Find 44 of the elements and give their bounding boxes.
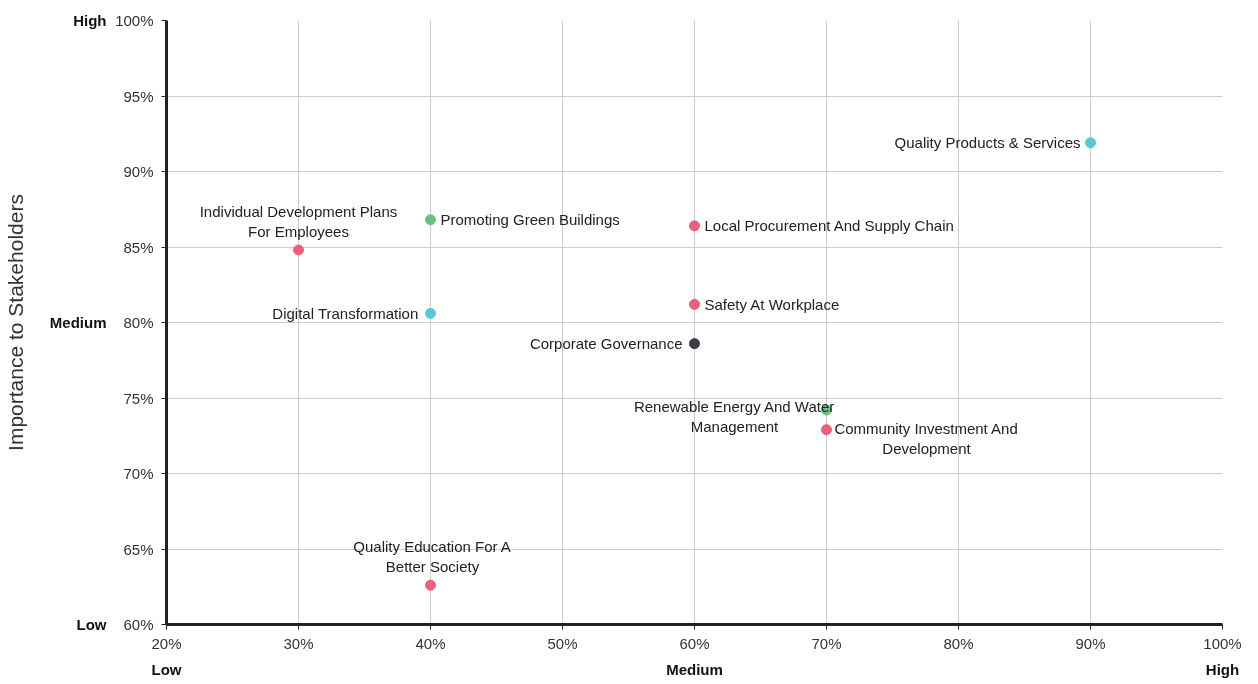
point (425, 579, 436, 591)
point (689, 220, 700, 232)
x-tick-label: 70% (811, 634, 842, 652)
point (689, 338, 700, 350)
text: Low (151, 660, 182, 678)
y-tick-label: 60% (123, 616, 154, 633)
annotation: Safety At Workplace (704, 295, 840, 313)
x-tick-label: 40% (415, 634, 446, 652)
x-tick-label: 100% (1203, 634, 1242, 652)
point (425, 307, 436, 319)
point (425, 214, 436, 226)
point (293, 244, 304, 256)
y-tick-label: 90% (123, 163, 154, 180)
annotation: Community Investment And Development (834, 419, 1018, 458)
annotation: Quality Education For A Better Society (353, 537, 511, 576)
y-tick-label: 75% (123, 389, 154, 407)
point (821, 424, 832, 436)
point (1085, 137, 1096, 149)
text: Low (76, 616, 107, 633)
annotation: Promoting Green Buildings (440, 211, 620, 229)
annotation: Renewable Energy And Water Management (633, 398, 835, 436)
y-axis-title: Importance to Stakeholders (3, 194, 27, 451)
x-tick-label: 80% (943, 634, 974, 652)
y-tick-label: 80% (123, 314, 154, 331)
x-tick-label: 20% (151, 634, 182, 652)
point (689, 298, 700, 310)
text: Medium (49, 314, 107, 331)
annotation: Corporate Governance (529, 335, 683, 353)
y-tick-label: 95% (123, 87, 154, 105)
annotation: Local Procurement And Supply Chain (704, 217, 954, 235)
x-tick-label: 60% (679, 634, 710, 652)
annotation: Digital Transformation (272, 304, 419, 322)
text: High (73, 12, 107, 29)
y-tick-label: 100% (115, 12, 154, 29)
y-tick-label: 85% (123, 238, 154, 256)
x-tick-label: 50% (547, 634, 578, 652)
y-tick-label: 70% (123, 465, 154, 482)
y-tick-label: 65% (123, 540, 154, 558)
text: Medium (666, 660, 723, 678)
text: High (1205, 660, 1240, 678)
x-tick-label: 30% (283, 634, 314, 652)
annotation: Individual Development Plans For Employees (199, 202, 398, 241)
x-tick-label: 90% (1075, 634, 1106, 652)
annotation: Quality Products & Services (894, 134, 1081, 152)
